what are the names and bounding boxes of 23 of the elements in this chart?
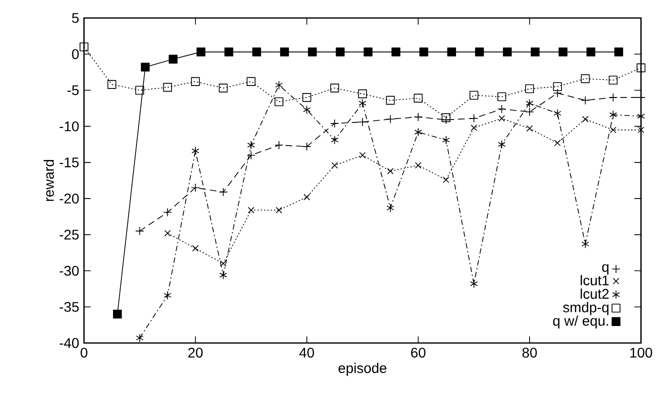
legend-label: q w/ equ. [553,316,608,329]
legend-label: lcut1 [580,275,609,286]
y-tick-label: 0 [72,49,79,60]
y-tick-label: -35 [60,302,79,312]
legend-label: lcut2 [580,288,609,299]
y-tick-label: -15 [60,158,79,168]
y-tick-label: -10 [60,121,79,132]
x-tick-label: 0 [80,348,88,358]
x-tick-label: 100 [630,348,652,358]
x-tick-label: 40 [299,348,314,358]
y-tick-label: -5 [67,85,79,96]
y-tick-label: -20 [60,194,79,204]
legend-label: q [602,264,608,275]
y-axis-title: reward [44,160,54,201]
x-tick-label: 20 [188,348,203,358]
x-axis-title: episode [338,362,386,376]
y-tick-label: 5 [72,13,79,23]
x-tick-label: 60 [411,348,426,358]
y-tick-label: -30 [60,266,79,276]
legend-label: smdp-q [563,302,608,316]
y-tick-label: -40 [60,338,79,348]
x-tick-label: 80 [522,348,537,358]
y-tick-label: -25 [60,230,79,240]
